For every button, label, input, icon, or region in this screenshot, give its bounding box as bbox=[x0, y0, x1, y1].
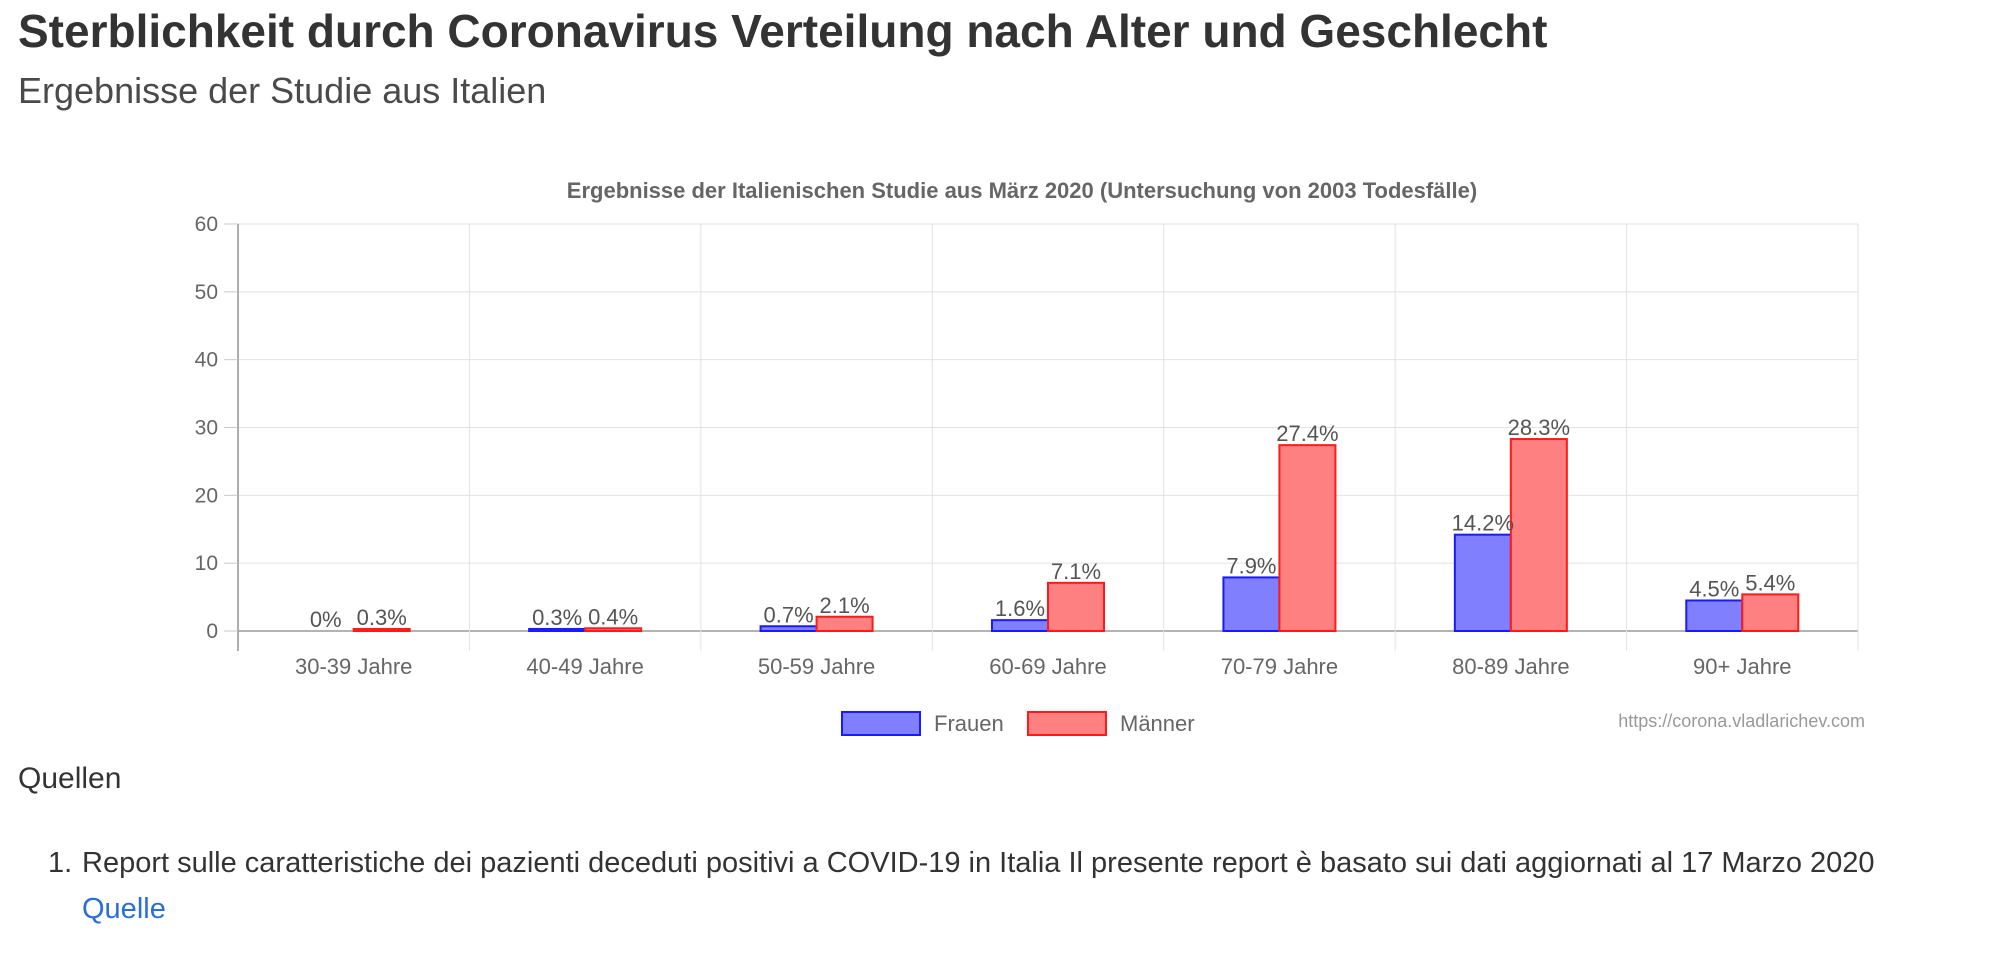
source-link[interactable]: Quelle bbox=[82, 893, 166, 925]
bar-value-label: 0.3% bbox=[532, 605, 582, 630]
chart-data-labels: 0% 0.3% 0.3% 0.4% 0.7% 2.1% 1.6%7.1% 7.9%27.4%1… bbox=[310, 415, 1796, 632]
chart-watermark: https://corona.vladlarichev.com bbox=[1618, 711, 1865, 731]
y-tick-label: 40 bbox=[195, 349, 218, 372]
legend-label: Männer bbox=[1120, 711, 1195, 736]
y-tick-label: 0 bbox=[206, 620, 218, 643]
bar-maenner bbox=[352, 627, 411, 633]
legend-label: Frauen bbox=[934, 711, 1004, 736]
bar-value-label: 7.9% bbox=[1226, 553, 1276, 578]
bar-frauen bbox=[1685, 599, 1744, 632]
bar-value-label: 0.4% bbox=[588, 604, 638, 629]
bar-value-label: 14.2% bbox=[1452, 511, 1514, 536]
chart-title: Ergebnisse der Italienischen Studie aus … bbox=[567, 178, 1477, 203]
bar-value-label: 4.5% bbox=[1689, 576, 1739, 601]
y-tick-label: 20 bbox=[195, 484, 218, 507]
source-text: Report sulle caratteristiche dei pazient… bbox=[82, 847, 1875, 879]
source-number: 1. bbox=[48, 847, 73, 879]
bar-value-label: 28.3% bbox=[1508, 415, 1570, 440]
y-tick-label: 50 bbox=[195, 281, 218, 304]
bar-value-label: 0% bbox=[310, 607, 342, 632]
bar-maenner bbox=[1047, 581, 1105, 632]
bar-maenner bbox=[1509, 438, 1568, 633]
x-tick-label: 90+ Jahre bbox=[1693, 654, 1791, 679]
bar-frauen bbox=[1453, 533, 1512, 633]
y-tick-label: 60 bbox=[195, 213, 218, 236]
legend-swatch bbox=[841, 711, 921, 736]
x-tick-label: 50-59 Jahre bbox=[758, 654, 875, 679]
x-tick-label: 80-89 Jahre bbox=[1452, 654, 1569, 679]
bar-maenner bbox=[584, 627, 643, 633]
bar-value-label: 27.4% bbox=[1276, 421, 1338, 446]
x-tick-label: 40-49 Jahre bbox=[526, 654, 643, 679]
bar-maenner bbox=[1741, 593, 1800, 632]
bar-value-label: 0.7% bbox=[763, 602, 813, 627]
sources-list: 1. Report sulle caratteristiche dei pazie… bbox=[48, 840, 1988, 932]
chart-bars bbox=[352, 438, 1800, 633]
chart-legend[interactable]: Frauen Männer bbox=[841, 711, 1195, 736]
page-title: Sterblichkeit durch Coronavirus Verteilu… bbox=[18, 5, 1548, 57]
bar-value-label: 7.1% bbox=[1051, 559, 1101, 584]
bar-frauen bbox=[991, 619, 1049, 633]
y-tick-label: 10 bbox=[195, 552, 218, 575]
bar-value-label: 5.4% bbox=[1745, 570, 1795, 595]
legend-swatch bbox=[1027, 711, 1107, 736]
chart-axes: 0 10 20 30 40 50 60 30-39 Jahre 40-49 Jahre 50-59… bbox=[195, 213, 1792, 679]
bar-frauen bbox=[1222, 576, 1281, 633]
bar-value-label: 1.6% bbox=[995, 596, 1045, 621]
page-subtitle: Ergebnisse der Studie aus Italien bbox=[18, 70, 547, 111]
bar-maenner bbox=[1278, 444, 1337, 632]
sources-heading: Quellen bbox=[18, 762, 122, 795]
chart-grid bbox=[237, 223, 1859, 651]
bar-value-label: 2.1% bbox=[819, 593, 869, 618]
bar-value-label: 0.3% bbox=[357, 605, 407, 630]
bar-maenner bbox=[815, 615, 874, 633]
y-tick-label: 30 bbox=[195, 417, 218, 440]
legend-item-frauen[interactable]: Frauen bbox=[841, 711, 1004, 736]
legend-item-maenner[interactable]: Männer bbox=[1027, 711, 1195, 736]
x-tick-label: 70-79 Jahre bbox=[1221, 654, 1338, 679]
x-tick-label: 60-69 Jahre bbox=[989, 654, 1106, 679]
source-item: 1. Report sulle caratteristiche dei pazie… bbox=[48, 840, 1988, 932]
x-tick-label: 30-39 Jahre bbox=[295, 654, 412, 679]
mortality-bar-chart: Ergebnisse der Italienischen Studie aus … bbox=[195, 178, 1865, 736]
